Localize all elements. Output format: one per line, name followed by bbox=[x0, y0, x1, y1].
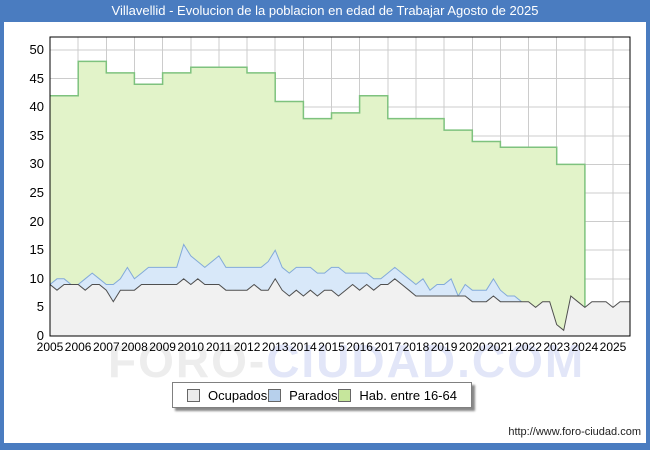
legend-item-ocupados: Ocupados bbox=[187, 388, 267, 403]
x-tick-label: 2009 bbox=[149, 340, 176, 354]
x-tick-label: 2013 bbox=[261, 340, 289, 354]
y-tick-label: 50 bbox=[29, 42, 44, 57]
x-tick-label: 2017 bbox=[374, 340, 402, 354]
x-tick-label: 2020 bbox=[458, 340, 486, 354]
x-tick-label: 2005 bbox=[36, 340, 64, 354]
window-border-left bbox=[0, 22, 4, 450]
x-tick-label: 2014 bbox=[289, 340, 317, 354]
y-tick-label: 15 bbox=[29, 242, 44, 258]
x-tick-label: 2016 bbox=[346, 340, 373, 354]
footer-url: http://www.foro-ciudad.com bbox=[508, 426, 641, 438]
window-border-right bbox=[646, 22, 650, 450]
x-tick-label: 2012 bbox=[233, 340, 261, 354]
watermark-right: CIUDAD.COM bbox=[266, 335, 586, 387]
x-tick-label: 2007 bbox=[92, 340, 120, 354]
y-tick-label: 35 bbox=[29, 127, 44, 143]
window-border-bottom bbox=[0, 443, 650, 450]
x-tick-label: 2011 bbox=[205, 340, 232, 354]
y-tick-label: 20 bbox=[29, 213, 44, 229]
watermark-left: FORO- bbox=[108, 335, 267, 387]
x-tick-label: 2008 bbox=[121, 340, 148, 354]
y-tick-label: 10 bbox=[29, 270, 44, 286]
foro-ciudad-watermark: FORO-CIUDAD.COM bbox=[108, 334, 585, 388]
x-tick-label: 2025 bbox=[599, 340, 627, 354]
x-tick-label: 2010 bbox=[177, 340, 205, 354]
x-tick-label: 2024 bbox=[571, 340, 599, 354]
legend-label-ocupados: Ocupados bbox=[208, 387, 268, 403]
legend-label-parados: Parados bbox=[289, 387, 338, 403]
y-tick-label: 30 bbox=[29, 156, 44, 172]
hab-16-64-swatch-icon bbox=[338, 388, 352, 402]
legend: Ocupados Parados Hab. entre 16-64 bbox=[172, 382, 472, 408]
y-tick-label: 5 bbox=[36, 299, 44, 315]
x-tick-label: 2015 bbox=[318, 340, 345, 354]
y-tick-label: 40 bbox=[29, 99, 44, 115]
x-tick-label: 2006 bbox=[64, 340, 92, 354]
legend-item-parados: Parados bbox=[268, 387, 338, 403]
x-tick-label: 2021 bbox=[487, 340, 514, 354]
x-tick-label: 2018 bbox=[402, 340, 430, 354]
parados-swatch-icon bbox=[268, 388, 282, 402]
x-tick-label: 2022 bbox=[515, 340, 542, 354]
ocupados-swatch-icon bbox=[187, 388, 200, 402]
y-tick-label: 45 bbox=[29, 70, 44, 86]
y-tick-label: 0 bbox=[36, 328, 44, 343]
x-tick-label: 2023 bbox=[543, 340, 571, 354]
y-tick-label: 25 bbox=[29, 185, 44, 200]
x-tick-label: 2019 bbox=[430, 340, 458, 354]
legend-item-hab-16-64: Hab. entre 16-64 bbox=[338, 388, 457, 403]
title-bar: Villavellid - Evolucion de la poblacion … bbox=[0, 0, 650, 22]
legend-label-hab-16-64: Hab. entre 16-64 bbox=[359, 387, 457, 403]
